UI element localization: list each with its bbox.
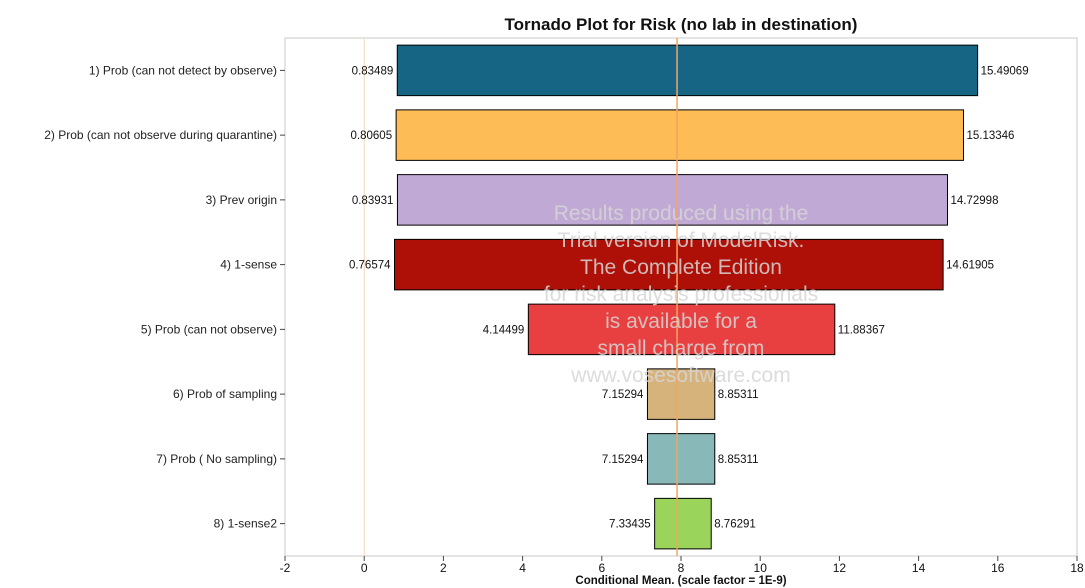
category-label: 7) Prob ( No sampling) xyxy=(156,452,277,466)
bar-3 xyxy=(396,174,949,226)
x-tick-label: 8 xyxy=(678,561,685,575)
watermark-line: The Complete Edition xyxy=(580,256,782,279)
category-label: 6) Prob of sampling xyxy=(173,387,277,401)
low-value-label: 0.76574 xyxy=(349,260,391,272)
x-tick-label: 18 xyxy=(1070,561,1084,575)
x-tick-label: 6 xyxy=(598,561,605,575)
category-label: 8) 1-sense2 xyxy=(214,517,278,531)
bars-layer: 0.83489 15.49069 0.80605 15.13346 0.83931 14.… xyxy=(284,37,1078,557)
bar-4 xyxy=(394,238,944,291)
x-tick-label: -2 xyxy=(280,561,291,575)
low-value-label: 7.15294 xyxy=(602,454,644,466)
watermark-line: Trial version of ModelRisk. xyxy=(558,229,805,252)
high-value-label: 14.61905 xyxy=(946,260,994,272)
x-tick-label: 4 xyxy=(519,561,526,575)
low-value-label: 4.14499 xyxy=(483,324,525,336)
high-value-label: 11.88367 xyxy=(838,324,885,336)
x-axis-title: Conditional Mean. (scale factor = 1E-9) xyxy=(575,575,786,587)
bar-8 xyxy=(654,497,712,550)
low-value-label: 0.80605 xyxy=(351,130,393,142)
bar-1 xyxy=(396,44,979,97)
x-axis: 1) Prob (can not detect by observe) 2) Pr… xyxy=(44,63,1084,575)
watermark-line: Results produced using the xyxy=(554,202,809,225)
watermark-line: for risk analysis professionals xyxy=(544,283,818,306)
low-value-label: 0.83489 xyxy=(352,65,394,77)
x-tick-label: 12 xyxy=(833,561,847,575)
high-value-label: 8.85311 xyxy=(718,389,759,401)
x-tick-label: 14 xyxy=(912,561,926,575)
category-label: 5) Prob (can not observe) xyxy=(141,322,277,336)
bar-6 xyxy=(646,368,716,420)
category-label: 3) Prev origin xyxy=(206,193,277,207)
chart-title: Tornado Plot for Risk (no lab in destina… xyxy=(505,15,858,34)
high-value-label: 15.49069 xyxy=(981,65,1029,77)
watermark: Results produced using the Trial version … xyxy=(544,202,818,387)
low-value-label: 7.15294 xyxy=(602,389,644,401)
bar-5 xyxy=(527,303,836,356)
category-label: 2) Prob (can not observe during quaranti… xyxy=(44,128,277,142)
x-tick-label: 2 xyxy=(440,561,447,575)
x-tick-label: 0 xyxy=(361,561,368,575)
x-tick-label: 16 xyxy=(991,561,1005,575)
high-value-label: 14.72998 xyxy=(951,195,999,207)
watermark-line: small charge from xyxy=(598,337,765,360)
low-value-label: 7.33435 xyxy=(609,519,651,531)
x-tick-label: 10 xyxy=(754,561,768,575)
bar-7 xyxy=(646,433,716,485)
high-value-label: 15.13346 xyxy=(966,130,1014,142)
watermark-line: is available for a xyxy=(605,310,757,333)
high-value-label: 8.76291 xyxy=(714,519,756,531)
low-value-label: 0.83931 xyxy=(352,195,394,207)
category-label: 4) 1-sense xyxy=(220,258,277,272)
high-value-label: 8.85311 xyxy=(718,454,759,466)
category-label: 1) Prob (can not detect by observe) xyxy=(89,63,277,77)
bar-2 xyxy=(395,109,964,161)
watermark-line: www.vosesoftware.com xyxy=(570,364,790,387)
